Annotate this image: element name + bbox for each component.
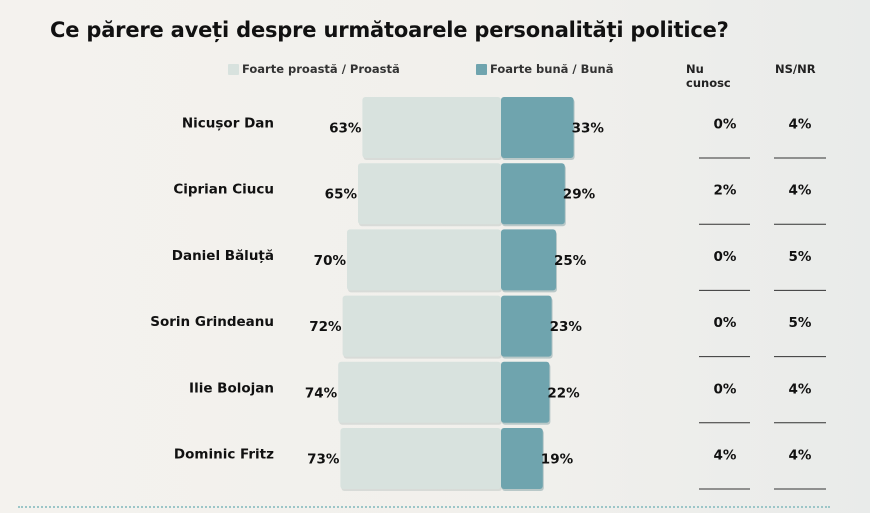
bar-positive [501, 295, 552, 357]
legend-label-negative: Foarte proastă / Proastă [242, 62, 400, 76]
bar-positive [501, 428, 543, 489]
value-label-negative: 70% [314, 253, 347, 269]
category-label: Dominic Fritz [174, 447, 274, 463]
category-label: Ilie Bolojan [189, 380, 274, 396]
value-label-nu-cunosc: 4% [714, 448, 737, 464]
value-label-ns-nr: 4% [789, 448, 812, 464]
category-label: Nicușor Dan [182, 116, 274, 132]
legend-swatch-positive [476, 63, 487, 75]
bar-negative [340, 428, 501, 489]
bar-negative [342, 295, 501, 357]
bar-negative [338, 361, 501, 423]
value-label-nu-cunosc: 0% [714, 249, 737, 265]
category-label: Sorin Grindeanu [150, 314, 274, 330]
value-label-nu-cunosc: 2% [714, 183, 737, 199]
value-label-positive: 33% [572, 121, 605, 137]
column-header-ns-nr: NS/NR [775, 62, 816, 76]
bar-negative [362, 97, 501, 158]
value-label-negative: 65% [325, 187, 358, 203]
bar-negative [347, 229, 501, 291]
value-label-positive: 29% [563, 187, 596, 203]
column-header-nu-cunosc: Nu cunosc [686, 62, 731, 90]
legend-item-negative: Foarte proastă / Proastă [228, 62, 400, 76]
value-label-positive: 23% [550, 319, 583, 335]
value-label-negative: 74% [305, 385, 338, 401]
bottom-dotted-divider [18, 506, 830, 508]
value-label-ns-nr: 5% [789, 249, 812, 265]
value-label-nu-cunosc: 0% [714, 315, 737, 331]
chart-title: Ce părere aveți despre următoarele perso… [50, 18, 729, 42]
legend-item-positive: Foarte bună / Bună [476, 62, 614, 76]
value-label-negative: 73% [307, 452, 340, 468]
bar-positive [501, 361, 550, 423]
value-label-ns-nr: 5% [789, 315, 812, 331]
value-label-ns-nr: 4% [789, 381, 812, 397]
value-label-positive: 19% [541, 452, 574, 468]
value-label-positive: 22% [547, 385, 580, 401]
value-label-ns-nr: 4% [789, 117, 812, 133]
bar-positive [501, 163, 565, 225]
bar-positive [501, 97, 574, 158]
value-label-nu-cunosc: 0% [714, 381, 737, 397]
category-label: Ciprian Ciucu [173, 182, 274, 198]
legend-label-positive: Foarte bună / Bună [490, 62, 614, 76]
value-label-ns-nr: 4% [789, 183, 812, 199]
legend-swatch-negative [228, 63, 239, 75]
value-label-negative: 63% [329, 121, 362, 137]
bar-negative [358, 163, 501, 225]
bar-positive [501, 229, 556, 291]
value-label-positive: 25% [554, 253, 587, 269]
value-label-nu-cunosc: 0% [714, 117, 737, 133]
category-label: Daniel Băluță [172, 248, 274, 264]
value-label-negative: 72% [309, 319, 342, 335]
